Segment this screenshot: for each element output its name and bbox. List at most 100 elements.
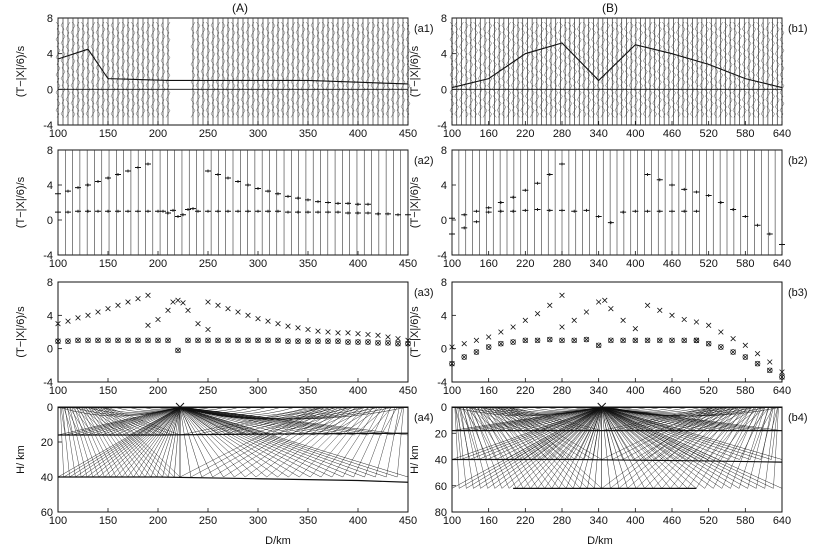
ray-path [764, 406, 776, 489]
pick-point [620, 210, 627, 214]
x-tick-label: 580 [736, 385, 754, 397]
pick-point [105, 176, 111, 180]
ray-path [675, 406, 740, 431]
ray-path [504, 406, 602, 431]
ray-path [516, 406, 602, 489]
pick-point [461, 213, 468, 217]
x-tick-label: 350 [299, 515, 317, 527]
calc-point [644, 302, 651, 309]
ray-path [104, 406, 181, 478]
ray-path [465, 406, 488, 460]
calc-point [165, 337, 171, 344]
pick-point [225, 209, 231, 213]
pick-point [754, 223, 761, 227]
trace-wiggle [400, 21, 406, 118]
ray-path [721, 406, 759, 489]
trace-wiggle [340, 21, 346, 118]
ray-path [133, 406, 181, 478]
pick-point [335, 210, 341, 214]
ray-path [179, 406, 382, 436]
calc-point [205, 337, 211, 344]
trace-wiggle [165, 21, 171, 118]
ray-path [739, 406, 766, 460]
pick-point [546, 208, 553, 212]
ray-path [760, 406, 774, 460]
ray-path [471, 406, 503, 489]
calc-point [583, 336, 590, 343]
ray-path [462, 406, 479, 431]
x-tick-label: 400 [349, 258, 367, 270]
observed-point [547, 336, 553, 343]
observed-point [681, 337, 687, 344]
ray-path [90, 406, 140, 478]
ray-path [156, 406, 181, 478]
observed-point [115, 337, 121, 344]
plot-frame-a3 [57, 281, 409, 383]
trace-wiggle [230, 21, 236, 118]
calc-point [175, 347, 181, 354]
observed-point [295, 338, 301, 344]
trace-wiggle [676, 21, 681, 118]
trace-wiggle [468, 21, 474, 118]
trace-wiggle [690, 21, 695, 118]
pick-series-b2-3 [449, 220, 480, 236]
ray-path [97, 406, 157, 478]
pick-point [185, 208, 191, 211]
ray-path [162, 406, 181, 478]
trace-wiggle [110, 21, 116, 118]
pick-point [395, 213, 401, 217]
y-tick-label: 0 [441, 344, 447, 356]
ray-path [71, 406, 94, 478]
x-tick-label: 100 [49, 258, 67, 270]
trace-wiggle [727, 21, 733, 118]
observed-point [754, 360, 761, 367]
trace-wiggle [125, 21, 131, 118]
pick-point [235, 180, 241, 183]
calc-point [285, 323, 291, 329]
trace-wiggle [765, 21, 771, 118]
ray-path [299, 406, 365, 478]
ray-path [463, 406, 481, 489]
ray-path [773, 406, 779, 489]
ray-path [697, 406, 749, 460]
ray-path [548, 406, 602, 460]
x-tick-label: 400 [349, 128, 367, 140]
ray-path [601, 406, 645, 489]
x-tick-label: 300 [249, 258, 267, 270]
ray-path [179, 406, 267, 478]
ray-path [69, 406, 88, 478]
ray-path [618, 406, 717, 489]
calc-point [534, 337, 541, 344]
trace-wiggle [567, 21, 573, 118]
calc-point [180, 300, 186, 306]
calc-point [265, 337, 271, 344]
y-axis-label-b1: (T−|X|/6)/s [409, 45, 421, 97]
ray-path [601, 406, 714, 489]
x-tick-label: 640 [773, 515, 791, 527]
trace-wiggle [553, 21, 558, 118]
pick-point [175, 215, 181, 218]
trace-wiggle [70, 21, 76, 118]
x-tick-label: 220 [516, 258, 534, 270]
trace-wiggle [195, 21, 201, 118]
trace-wiggle [506, 21, 511, 118]
pick-point [355, 211, 361, 215]
y-axis-label-b3: (T−|X|/6)/s [409, 306, 421, 358]
ray-path [477, 406, 517, 489]
ray-path [476, 406, 514, 460]
pick-point [235, 209, 241, 213]
pick-series-a2-0 [55, 162, 151, 196]
calc-point [485, 334, 492, 340]
plot-frame-b3 [451, 281, 783, 383]
panel-label-a3: (a3) [414, 287, 434, 299]
observed-point [65, 338, 71, 344]
calc-point [681, 337, 687, 344]
trace-wiggle [737, 21, 742, 118]
trace-wiggle [235, 21, 241, 118]
pick-point [510, 209, 517, 213]
x-tick-label: 150 [99, 515, 117, 527]
ray-path [466, 406, 488, 489]
pick-point [180, 213, 186, 217]
calc-point [705, 322, 712, 329]
